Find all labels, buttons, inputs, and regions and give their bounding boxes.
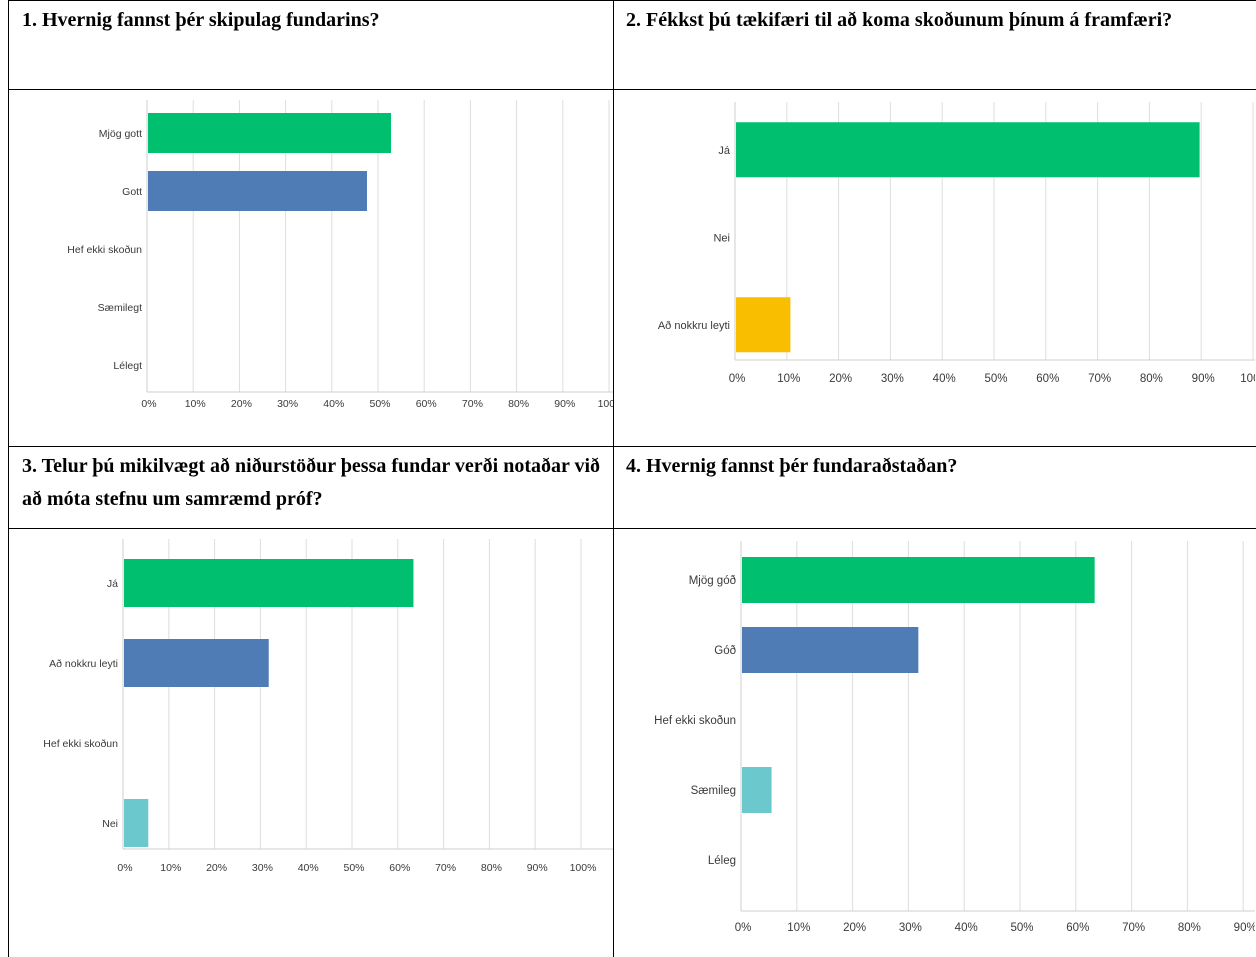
table-divider-center — [613, 0, 614, 957]
x-tick-label: 30% — [252, 862, 273, 874]
x-tick-label: 50% — [1010, 922, 1033, 934]
x-tick-label: 80% — [508, 398, 529, 410]
x-tick-label: 30% — [277, 398, 298, 410]
x-tick-label: 50% — [343, 862, 364, 874]
x-tick-label: 40% — [933, 373, 956, 385]
x-tick-label: 70% — [1088, 373, 1111, 385]
x-tick-label: 90% — [554, 398, 575, 410]
chart-q4: Mjög góð Góð Hef ekki skoðun Sæmileg Léleg 0%… — [615, 531, 1255, 955]
x-tick-label: 0% — [735, 922, 752, 934]
x-tick-label: 20% — [206, 862, 227, 874]
x-tick-label: 70% — [1122, 922, 1145, 934]
x-tick-label: 70% — [462, 398, 483, 410]
x-tick-label: 30% — [881, 373, 904, 385]
x-tick-label: 90% — [527, 862, 548, 874]
x-tick-label: 20% — [829, 373, 852, 385]
x-tick-label: 80% — [1140, 373, 1163, 385]
chart-q2: Já Nei Að nokkru leyti 0% 10% 20% 30% 40% 50% 60%… — [615, 92, 1255, 444]
table-title-divider-bottom — [8, 528, 1256, 529]
category-label: Léleg — [708, 855, 736, 867]
x-tick-label: 40% — [323, 398, 344, 410]
x-tick-label: 20% — [231, 398, 252, 410]
x-tick-label: 100% — [598, 398, 613, 410]
category-label: Hef ekki skoðun — [67, 244, 142, 256]
table-title-divider-top — [8, 89, 1256, 90]
category-label: Nei — [713, 232, 730, 244]
question-4-title: 4. Hvernig fannst þér fundaraðstaðan? — [626, 455, 958, 477]
category-label: Nei — [102, 818, 118, 830]
x-tick-label: 40% — [298, 862, 319, 874]
bar-gott — [148, 171, 367, 211]
bar-nei — [124, 799, 149, 847]
x-tick-label: 0% — [117, 862, 132, 874]
x-tick-label: 100% — [1240, 373, 1255, 385]
category-label: Sæmileg — [691, 785, 736, 797]
x-tick-label: 50% — [984, 373, 1007, 385]
x-tick-label: 10% — [787, 922, 810, 934]
bar-góð — [742, 627, 919, 673]
category-label: Já — [107, 578, 118, 590]
x-tick-label: 30% — [899, 922, 922, 934]
x-tick-label: 10% — [160, 862, 181, 874]
x-tick-label: 40% — [955, 922, 978, 934]
question-1-title: 1. Hvernig fannst þér skipulag fundarins… — [22, 9, 380, 31]
x-tick-label: 60% — [1066, 922, 1089, 934]
category-label: Hef ekki skoðun — [43, 738, 118, 750]
category-label: Að nokkru leyti — [49, 658, 118, 670]
x-tick-label: 10% — [777, 373, 800, 385]
chart-q1-svg: Mjög gott Gott Hef ekki skoðun Sæmilegt Léle… — [67, 100, 613, 410]
x-tick-label: 60% — [416, 398, 437, 410]
table-border-top — [8, 0, 1256, 1]
bar-já — [736, 122, 1200, 178]
x-tick-label: 60% — [389, 862, 410, 874]
x-tick-label: 0% — [141, 398, 156, 410]
bar-að-nokkru-leyti — [736, 297, 791, 353]
x-tick-label: 50% — [369, 398, 390, 410]
table-row-divider — [8, 446, 1256, 447]
survey-table — [8, 0, 1256, 957]
bar-mjög-góð — [742, 557, 1095, 603]
category-label: Mjög góð — [689, 575, 736, 587]
x-tick-label: 80% — [481, 862, 502, 874]
question-2-title: 2. Fékkst þú tækifæri til að koma skoðun… — [626, 9, 1173, 31]
category-label: Já — [718, 145, 731, 157]
chart-q3: Já Að nokkru leyti Hef ekki skoðun Nei 0% 10%… — [10, 531, 613, 955]
x-tick-label: 80% — [1178, 922, 1201, 934]
chart-q1: Mjög gott Gott Hef ekki skoðun Sæmilegt Léle… — [10, 92, 613, 444]
x-tick-label: 10% — [185, 398, 206, 410]
category-label: Mjög gott — [99, 128, 142, 140]
bar-mjög-gott — [148, 113, 392, 153]
x-tick-label: 0% — [729, 373, 746, 385]
bar-já — [124, 559, 414, 607]
x-tick-label: 70% — [435, 862, 456, 874]
chart-q3-svg: Já Að nokkru leyti Hef ekki skoðun Nei 0% 10%… — [43, 539, 613, 874]
category-label: Hef ekki skoðun — [654, 715, 736, 727]
x-tick-label: 20% — [843, 922, 866, 934]
bar-sæmileg — [742, 767, 772, 813]
chart-q2-svg: Já Nei Að nokkru leyti 0% 10% 20% 30% 40% 50% 60%… — [658, 102, 1255, 385]
chart-q4-svg: Mjög góð Góð Hef ekki skoðun Sæmileg Léleg 0%… — [654, 541, 1255, 934]
x-tick-label: 90% — [1192, 373, 1215, 385]
x-tick-label: 100% — [570, 862, 597, 874]
category-label: Lélegt — [113, 360, 142, 372]
table-border-left — [8, 0, 9, 957]
question-3-title: 3. Telur þú mikilvægt að niðurstöður þes… — [22, 455, 601, 510]
x-tick-label: 90% — [1234, 922, 1255, 934]
x-tick-label: 60% — [1036, 373, 1059, 385]
category-label: Að nokkru leyti — [658, 320, 730, 332]
category-label: Góð — [714, 645, 736, 657]
category-label: Gott — [122, 186, 142, 198]
category-label: Sæmilegt — [98, 302, 142, 314]
bar-að-nokkru-leyti — [124, 639, 269, 687]
